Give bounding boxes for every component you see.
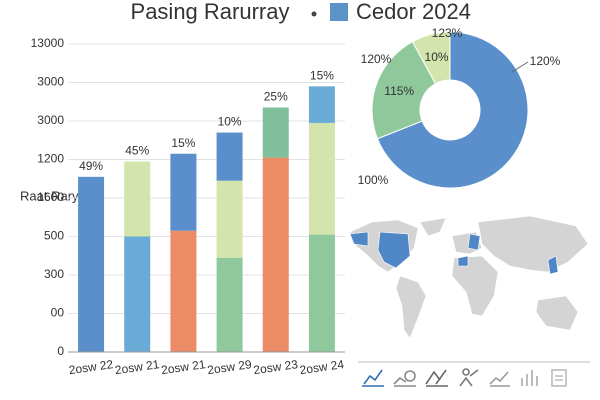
bar-segment	[216, 180, 243, 258]
x-tick-label: 2osw 22	[68, 357, 115, 377]
y-tick-label: 300	[44, 267, 64, 281]
donut-callout: 115%	[384, 84, 414, 98]
bar-segment	[78, 176, 105, 352]
highlight-africa	[457, 255, 469, 267]
donut-callout: 120%	[530, 54, 561, 68]
donut-segment	[411, 31, 451, 85]
bar-top-label: 45%	[125, 144, 149, 158]
donut-callout: 123%	[432, 26, 463, 40]
legend-label: Cedor 2024	[356, 0, 471, 24]
bar-segment	[308, 122, 335, 235]
icon-bars[interactable]	[521, 370, 538, 386]
x-tick-label: 2osw 24	[299, 357, 346, 377]
icon-person-chart[interactable]	[459, 368, 479, 387]
bar-top-label: 25%	[264, 90, 288, 104]
icon-bar	[362, 368, 567, 387]
africa	[451, 255, 499, 317]
donut-callout: 120%	[361, 52, 392, 66]
south-america	[395, 275, 427, 339]
x-tick-label: 2osw 21	[114, 357, 161, 377]
donut-callout: 10%	[425, 50, 449, 64]
donut-segment	[376, 31, 529, 189]
bar-top-label: 10%	[218, 115, 242, 129]
bar-top-label: 15%	[171, 136, 195, 150]
bar-segment	[308, 234, 335, 352]
y-tick-label: 1600	[37, 190, 64, 204]
donut-callout: 100%	[358, 173, 389, 187]
legend-swatch	[330, 3, 348, 21]
y-tick-label: 1200	[37, 152, 64, 166]
y-axis-label: Raat Rary	[20, 188, 79, 203]
y-tick-label: 3000	[37, 113, 64, 127]
highlight-alaska	[349, 231, 369, 247]
icon-pen-chart[interactable]	[425, 369, 448, 387]
y-tick-label: 00	[51, 306, 65, 320]
bar-top-label: 15%	[310, 69, 334, 83]
donut-segment	[371, 40, 437, 140]
icon-clock-chart[interactable]	[393, 370, 416, 387]
y-tick-label: 13000	[31, 36, 65, 50]
bar-segment	[124, 236, 151, 352]
bar-segment	[216, 257, 243, 352]
bar-segment	[262, 107, 289, 158]
bar-segment	[308, 86, 335, 123]
greenland	[419, 217, 447, 237]
y-tick-label: 3000	[37, 75, 64, 89]
australia	[535, 295, 579, 331]
icon-doc[interactable]	[551, 369, 567, 387]
bar-segment	[216, 132, 243, 181]
icon-line-chart[interactable]	[362, 369, 384, 387]
bar-segment	[170, 153, 197, 231]
x-tick-label: 2osw 23	[253, 357, 300, 377]
x-tick-label: 2osw 29	[206, 357, 253, 377]
bar-segment	[170, 230, 197, 352]
bar-segment	[262, 157, 289, 352]
asia	[477, 215, 589, 273]
highlight-usa	[377, 231, 411, 269]
y-tick-label: 0	[57, 344, 64, 358]
x-tick-label: 2osw 21	[160, 357, 207, 377]
icon-trend[interactable]	[489, 371, 510, 387]
separator-dot	[311, 11, 317, 17]
bar-segment	[124, 161, 151, 237]
highlight-europe	[467, 233, 481, 251]
title: Pasing Rarurray	[131, 0, 290, 24]
world-map	[349, 215, 589, 339]
callout-leader	[511, 61, 529, 73]
highlight-japan	[547, 255, 559, 275]
bar-top-label: 49%	[79, 159, 103, 173]
y-tick-label: 500	[44, 229, 64, 243]
